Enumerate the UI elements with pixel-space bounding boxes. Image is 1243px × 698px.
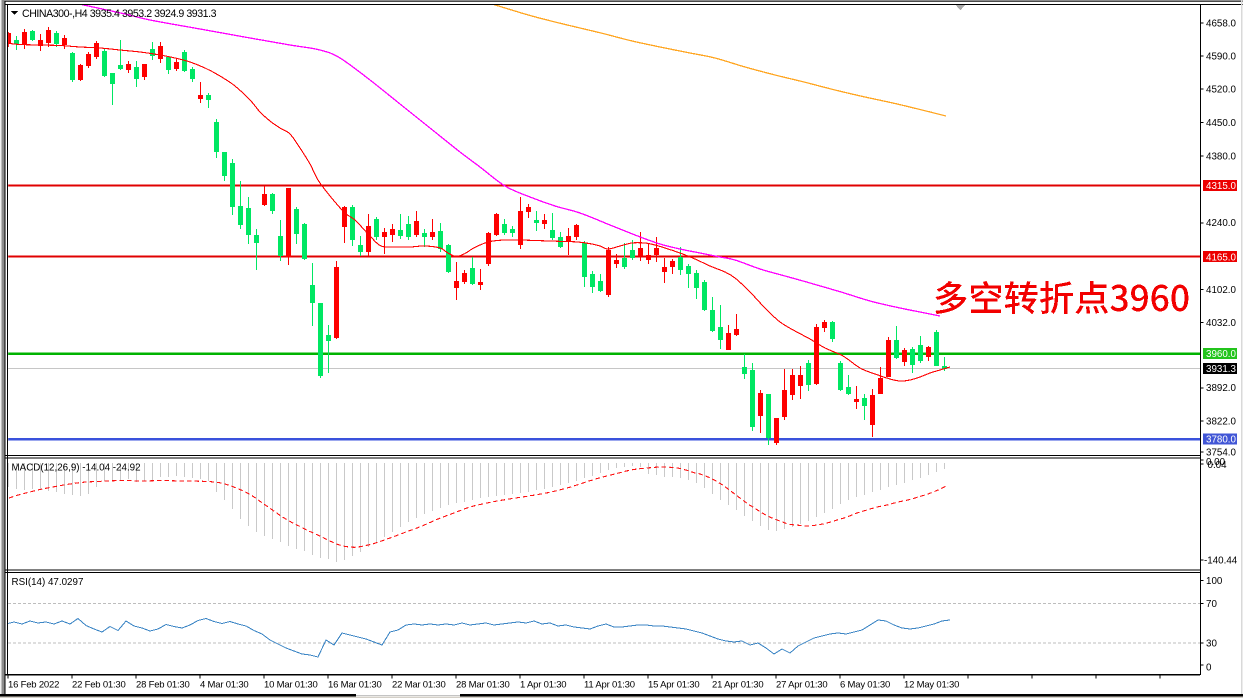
svg-text:4 Mar 01:30: 4 Mar 01:30 — [200, 679, 249, 690]
svg-text:1 Apr 01:30: 1 Apr 01:30 — [520, 679, 566, 690]
svg-text:6 May 01:30: 6 May 01:30 — [840, 679, 890, 690]
svg-text:3931.3: 3931.3 — [1206, 364, 1237, 375]
svg-text:0: 0 — [1206, 662, 1212, 673]
svg-text:4165.0: 4165.0 — [1206, 252, 1237, 263]
svg-text:21 Apr 01:30: 21 Apr 01:30 — [712, 679, 763, 690]
svg-text:-140.44: -140.44 — [1204, 556, 1238, 567]
svg-text:4450.0: 4450.0 — [1206, 118, 1237, 129]
svg-text:0.00: 0.00 — [1206, 457, 1226, 468]
svg-text:RSI(14) 47.0297: RSI(14) 47.0297 — [12, 577, 84, 588]
svg-text:4590.0: 4590.0 — [1206, 51, 1237, 62]
svg-text:3892.0: 3892.0 — [1206, 383, 1237, 394]
svg-text:4240.0: 4240.0 — [1206, 218, 1237, 229]
svg-text:30: 30 — [1206, 638, 1217, 649]
svg-text:15 Apr 01:30: 15 Apr 01:30 — [648, 679, 699, 690]
svg-text:4380.0: 4380.0 — [1206, 151, 1237, 162]
svg-text:CHINA300-,H4 3935.4 3953.2 39: CHINA300-,H4 3935.4 3953.2 3924.9 3931.3 — [22, 8, 217, 20]
svg-text:4658.0: 4658.0 — [1206, 18, 1237, 29]
svg-text:3780.0: 3780.0 — [1206, 435, 1237, 446]
svg-text:11 Apr 01:30: 11 Apr 01:30 — [584, 679, 635, 690]
svg-text:16 Mar 01:30: 16 Mar 01:30 — [328, 679, 382, 690]
svg-text:3754.0: 3754.0 — [1206, 448, 1237, 459]
svg-text:0.04: 0.04 — [1208, 460, 1228, 471]
svg-text:28 Feb 01:30: 28 Feb 01:30 — [136, 679, 190, 690]
svg-text:22 Feb 01:30: 22 Feb 01:30 — [72, 679, 126, 690]
svg-text:4520.0: 4520.0 — [1206, 84, 1237, 95]
svg-text:10 Mar 01:30: 10 Mar 01:30 — [264, 679, 318, 690]
svg-text:22 Mar 01:30: 22 Mar 01:30 — [392, 679, 446, 690]
svg-text:MACD(12,26,9) -14.04 -24.92: MACD(12,26,9) -14.04 -24.92 — [12, 463, 141, 474]
svg-text:16 Feb 2022: 16 Feb 2022 — [8, 679, 59, 690]
svg-text:70: 70 — [1206, 599, 1217, 610]
svg-text:12 May 01:30: 12 May 01:30 — [904, 679, 959, 690]
svg-text:27 Apr 01:30: 27 Apr 01:30 — [776, 679, 827, 690]
svg-text:3822.0: 3822.0 — [1206, 416, 1237, 427]
svg-text:4032.0: 4032.0 — [1206, 318, 1237, 329]
svg-text:100: 100 — [1206, 576, 1223, 587]
svg-text:3960.0: 3960.0 — [1206, 349, 1237, 360]
svg-text:28 Mar 01:30: 28 Mar 01:30 — [456, 679, 510, 690]
svg-text:4102.0: 4102.0 — [1206, 285, 1237, 296]
svg-text:4315.0: 4315.0 — [1206, 181, 1237, 192]
